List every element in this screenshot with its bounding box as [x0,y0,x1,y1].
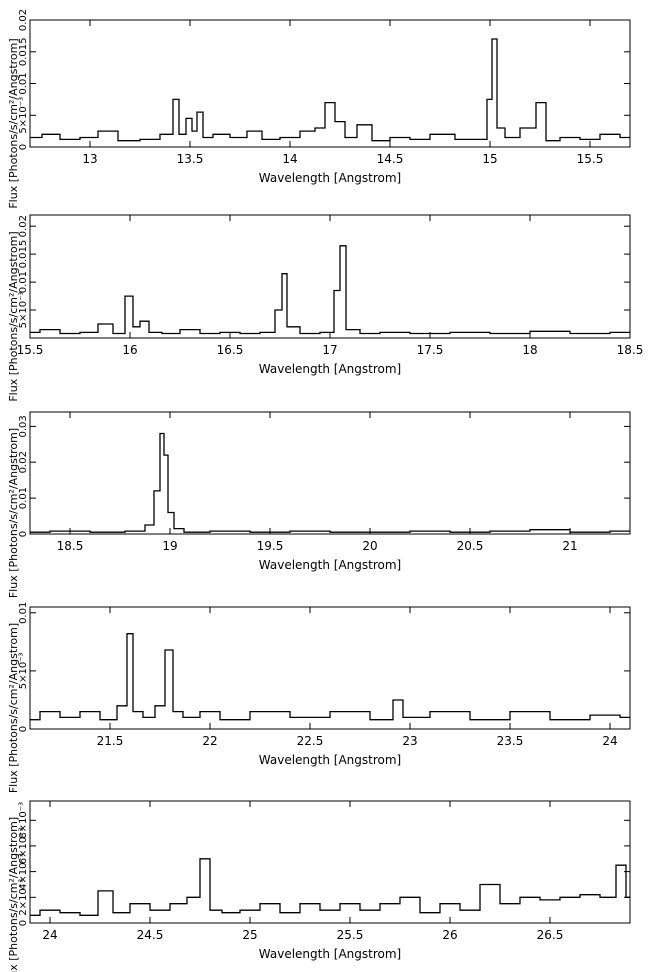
y-tick-label: 6×10⁻³ [18,828,29,865]
y-axis-label: Flux [Photons/s/cm²/Angstrom] [7,428,20,598]
chart-panel-1: 13 13.5 14 14.5 15 15.5 0 5×10⁻³ 0.01 0.015 0.02 Wa… [7,9,631,209]
spectrum-line [30,432,630,533]
x-tick-label: 16.5 [217,343,244,357]
plot-frame [29,606,631,730]
y-tick-label: 0 [18,726,29,732]
x-tick-label: 13.5 [177,152,204,166]
y-tick-label: 0.02 [18,9,29,31]
y-axis-label: Flux [Photons/s/cm²/Angstrom] [7,38,20,208]
y-tick-label: 5×10⁻³ [18,292,29,329]
x-tick-label: 17.5 [417,343,444,357]
chart-panel-3: 18.5 19 19.5 20 20.5 21 0 0.01 0.02 0.03 Wavelengt… [7,411,631,598]
x-axis-label: Wavelength [Angstrom] [259,362,401,376]
y-tick-label: 0 [18,920,29,926]
x-tick-label: 19 [162,539,177,553]
chart-panel-4: 21.5 22 22.5 23 23.5 24 0 5×10⁻³ 0.01 Wavelength … [7,602,631,793]
x-tick-label: 16 [122,343,137,357]
x-axis-label: Wavelength [Angstrom] [259,947,401,961]
x-tick-label: 15.5 [17,343,44,357]
x-axis-label: Wavelength [Angstrom] [259,171,401,185]
y-tick-label: 8×10⁻³ [18,802,29,839]
y-tick-label: 0.015 [18,240,29,269]
y-axis-label: Flux [Photons/s/cm²/Angstrom] [7,817,20,972]
chart-panel-2: 15.5 16 16.5 17 17.5 18 18.5 5×10⁻³0.01 0.015 0.0… [7,214,644,402]
plot-frame [29,411,631,535]
x-tick-label: 17 [322,343,337,357]
y-tick-label: 2×10⁻³ [18,879,29,916]
y-tick-label: 0.015 [18,37,29,66]
x-tick-label: 26.5 [537,928,564,942]
x-tick-label: 20 [362,539,377,553]
x-tick-label: 19.5 [257,539,284,553]
y-axis-label: Flux [Photons/s/cm²/Angstrom] [7,231,20,401]
y-tick-label: 5×10⁻³ [18,653,29,690]
x-tick-label: 18.5 [617,343,644,357]
x-tick-label: 22.5 [297,734,324,748]
y-tick-label: 0.02 [18,451,29,473]
x-tick-label: 23.5 [497,734,524,748]
y-tick-label: 5×10⁻³ [18,97,29,134]
x-tick-label: 18 [522,343,537,357]
x-axis-label: Wavelength [Angstrom] [259,558,401,572]
y-tick-label: 0.01 [18,602,29,624]
y-tick-label: 0.03 [18,415,29,437]
y-tick-label: 0 [18,144,29,150]
x-tick-label: 13 [82,152,97,166]
y-axis-label: Flux [Photons/s/cm²/Angstrom] [7,623,20,793]
y-tick-label: 0.01 [18,72,29,94]
x-tick-label: 25.5 [337,928,364,942]
x-tick-label: 14.5 [377,152,404,166]
x-tick-label: 15 [482,152,497,166]
x-tick-label: 21.5 [97,734,124,748]
y-tick-label: 4×10⁻³ [18,853,29,890]
spectrum-line [30,633,630,721]
x-tick-label: 18.5 [57,539,84,553]
x-tick-label: 23 [402,734,417,748]
x-tick-label: 24 [602,734,617,748]
x-tick-label: 26 [442,928,457,942]
y-tick-label: 0 [18,531,29,537]
x-tick-label: 25 [242,928,257,942]
plot-frame [29,214,631,339]
spectrum-line [30,858,630,916]
y-tick-label: 0.01 [18,487,29,509]
x-tick-label: 24.5 [137,928,164,942]
x-tick-label: 14 [282,152,297,166]
x-axis-label: Wavelength [Angstrom] [259,753,401,767]
spectrum-line [30,38,630,142]
plot-frame [29,800,631,924]
x-tick-label: 22 [202,734,217,748]
x-tick-label: 15.5 [577,152,604,166]
x-tick-label: 21 [562,539,577,553]
spectrum-line [30,245,630,335]
x-tick-label: 24 [42,928,57,942]
y-tick-label: 0.02 [18,215,29,237]
plot-frame [29,19,631,148]
y-tick-label: 0.01 [18,271,29,293]
x-tick-label: 20.5 [457,539,484,553]
chart-panel-5: 24 24.5 25 25.5 26 26.5 0 2×10⁻³4×10⁻³6×10⁻³8×1… [7,800,631,972]
